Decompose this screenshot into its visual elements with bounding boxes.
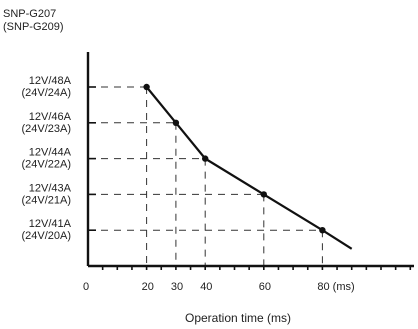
- series-line: [145, 86, 353, 250]
- axes: [86, 52, 414, 270]
- data-point: [202, 155, 209, 162]
- chart-title: SNP-G207: [3, 8, 56, 20]
- data-point: [319, 227, 326, 234]
- guide-lines: [88, 86, 323, 266]
- y-tick-label-secondary: (24V/21A): [21, 194, 71, 206]
- data-point: [172, 119, 180, 127]
- y-tick-label-secondary: (24V/23A): [21, 123, 71, 135]
- y-tick-label: 12V/44A: [29, 147, 72, 159]
- y-tick-labels: 12V/41A(24V/20A)12V/43A(24V/21A)12V/44A(…: [21, 75, 71, 242]
- series-line-group: [143, 83, 353, 250]
- y-tick-label: 12V/41A: [29, 218, 72, 230]
- y-tick-label-secondary: (24V/24A): [21, 87, 71, 99]
- x-tick-label: 0: [83, 281, 89, 293]
- y-tick-label: 12V/46A: [29, 111, 72, 123]
- x-axis-label: Operation time (ms): [185, 311, 291, 325]
- x-tick-labels: 0 20 30 40 60 80 (ms): [83, 281, 355, 293]
- x-tick-label: 20: [142, 281, 154, 293]
- data-point: [143, 83, 150, 91]
- y-tick-label: 12V/43A: [29, 182, 72, 194]
- x-tick-label: 60: [259, 281, 271, 293]
- y-tick-label-secondary: (24V/22A): [21, 159, 71, 171]
- y-tick-label-secondary: (24V/20A): [21, 230, 71, 242]
- y-tick-label: 12V/48A: [29, 75, 72, 87]
- x-tick-label: 80 (ms): [317, 281, 354, 293]
- x-tick-label: 40: [200, 281, 212, 293]
- chart-subtitle: (SNP-G209): [3, 21, 64, 33]
- x-tick-label: 30: [171, 281, 183, 293]
- data-point: [260, 191, 267, 198]
